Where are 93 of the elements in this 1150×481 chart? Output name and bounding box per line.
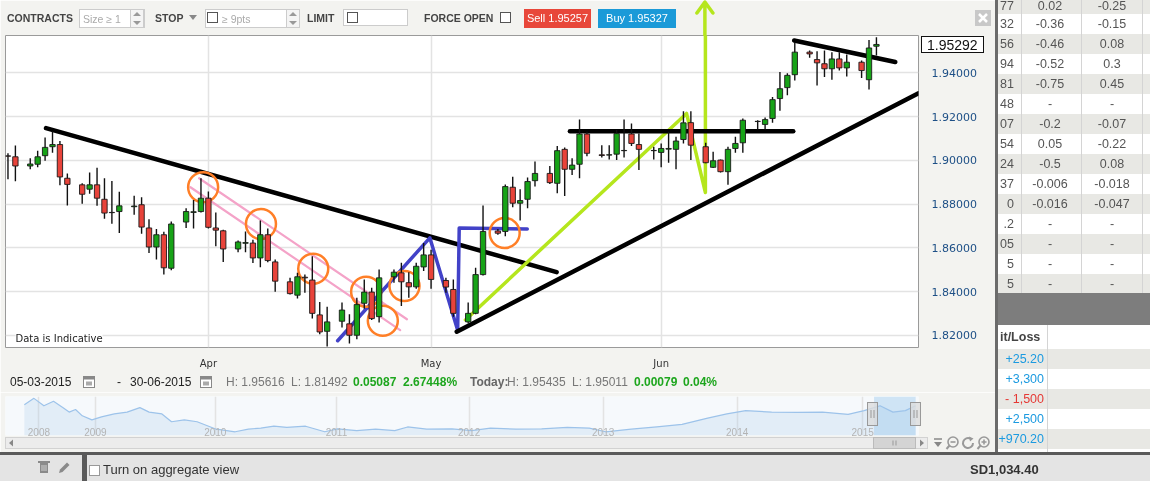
x-tick-label: 2015 [851, 426, 875, 438]
x-tick-label: 2008 [27, 426, 51, 438]
text: FORCE OPEN [424, 11, 494, 26]
text: -0.25 [1096, 0, 1128, 14]
text: H: 1.95435 [507, 374, 566, 390]
text: - [1046, 216, 1054, 232]
text: .2 [1002, 216, 1014, 232]
text: 0.00079 [634, 374, 678, 390]
text: 24 [1000, 157, 1014, 171]
text: 37 [999, 176, 1014, 192]
text: SD1,034.40 [970, 462, 1039, 478]
text: - [1108, 276, 1116, 292]
x-tick-label: 2012 [457, 426, 481, 438]
text: 07 [1000, 117, 1014, 131]
text: L: 1.95011 [572, 374, 628, 390]
text: -0.047 [1093, 196, 1131, 212]
text: Buy 1.95327 [598, 9, 676, 28]
y-tick-label: 1.82000 [931, 329, 977, 343]
text: H: 1.95616 [226, 374, 285, 390]
text: -0.006 [1031, 176, 1069, 192]
text: -0.75 [1034, 76, 1066, 92]
text: - [1108, 216, 1116, 232]
text: 05-03-2015 [10, 374, 72, 390]
x-tick-label: 2013 [592, 426, 615, 438]
text: STOP [155, 11, 184, 26]
text: 1.95292 [921, 36, 984, 53]
y-tick-label: 1.94000 [931, 66, 977, 80]
text: 56 [1000, 37, 1014, 51]
text: -0.22 [1096, 136, 1128, 152]
text: - [1046, 276, 1054, 292]
text: CONTRACTS [7, 11, 73, 26]
y-tick-label: 1.92000 [931, 110, 977, 124]
text: - [1108, 96, 1116, 112]
text: 2.67448% [403, 374, 458, 390]
x-tick-label: 2014 [726, 426, 749, 438]
text: - [1108, 236, 1116, 252]
text: LIMIT [307, 11, 335, 26]
text: +25.20 [1004, 351, 1044, 367]
text: 0.05087 [353, 374, 397, 390]
x-tick-label: Jun [652, 357, 669, 369]
text: -0.5 [1038, 156, 1062, 172]
text: - [1046, 236, 1054, 252]
x-tick-label: May [420, 357, 442, 369]
text: +2,500 [1004, 411, 1044, 427]
x-tick-label: 2009 [84, 426, 108, 438]
text: Today: [470, 374, 509, 390]
y-tick-label: 1.86000 [931, 241, 977, 255]
text: Turn on aggregate view [103, 462, 240, 478]
text: - [117, 374, 121, 390]
text: 0.04% [683, 374, 718, 390]
text: -0.07 [1096, 116, 1128, 132]
text: 5 [1006, 256, 1014, 272]
text: - [1046, 96, 1054, 112]
text: -0.018 [1093, 176, 1131, 192]
text: 54 [999, 136, 1014, 152]
text: 0.3 [1102, 56, 1122, 72]
text: it/Loss [1000, 329, 1041, 345]
text: -0.52 [1034, 56, 1066, 72]
text: 48 [999, 96, 1014, 112]
text: 30-06-2015 [130, 374, 192, 390]
text: ≥ 9pts [205, 9, 300, 28]
text: -0.15 [1096, 16, 1128, 32]
text: L: 1.81492 [291, 374, 348, 390]
text: 0.45 [1098, 76, 1126, 92]
text: 0.02 [1036, 0, 1064, 14]
text: 05 [1000, 237, 1014, 251]
text: +970.20 [997, 431, 1044, 447]
text: - 1,500 [1004, 391, 1044, 407]
text: 32 [999, 16, 1014, 32]
y-tick-label: 1.84000 [931, 285, 977, 299]
y-tick-label: 1.88000 [931, 198, 977, 212]
text: 0 [1007, 197, 1014, 211]
text: 0.08 [1098, 36, 1126, 52]
text: 0.08 [1098, 156, 1126, 172]
text: Sell 1.95257 [524, 9, 591, 28]
text: 77 [999, 0, 1014, 14]
text: -0.46 [1034, 36, 1066, 52]
y-tick-label: 1.90000 [931, 154, 977, 168]
text: 94 [1000, 57, 1014, 71]
text: 5 [1007, 277, 1014, 291]
x-tick-label: 2010 [204, 426, 227, 438]
x-tick-label: 2011 [325, 426, 348, 438]
text: - [1046, 256, 1054, 272]
text: Size ≥ 1 [79, 9, 145, 28]
text: -0.2 [1038, 116, 1062, 132]
x-tick-label: Apr [199, 357, 218, 369]
text: - [1108, 256, 1116, 272]
text: -0.016 [1031, 196, 1069, 212]
annotation: Data is Indicative [15, 333, 103, 344]
text: -0.36 [1034, 16, 1066, 32]
text: 81 [1000, 77, 1014, 91]
text: +3,300 [1004, 371, 1044, 387]
text: 0.05 [1036, 136, 1064, 152]
